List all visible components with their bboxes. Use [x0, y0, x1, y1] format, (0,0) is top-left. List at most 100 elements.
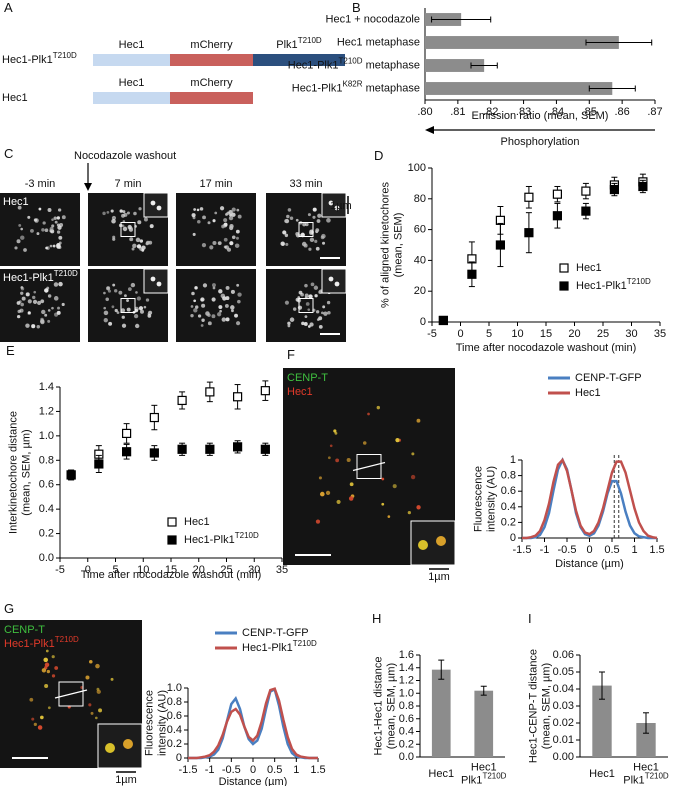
- kinetochore: [212, 283, 216, 288]
- kinetochore: [112, 235, 116, 239]
- kinetochore: [57, 208, 62, 212]
- kinetochore: [126, 211, 130, 215]
- bar: [474, 690, 494, 757]
- kinetochore: [229, 225, 234, 231]
- x-tick-label: 25: [597, 328, 609, 340]
- kinetochore: [305, 222, 309, 227]
- kinetochore: [376, 405, 381, 410]
- kinetochore: [20, 302, 24, 307]
- kinetochore: [325, 490, 331, 495]
- panel-label: E: [6, 343, 15, 358]
- kinetochore: [201, 303, 206, 308]
- kinetochore: [230, 305, 235, 310]
- marker: [94, 459, 104, 469]
- kinetochore: [282, 230, 287, 235]
- kinetochore: [235, 236, 239, 240]
- x-tick-label: Hec1: [589, 768, 615, 780]
- domain: [93, 92, 170, 104]
- kinetochore: [223, 222, 228, 227]
- kinetochore: [103, 291, 106, 295]
- kinetochore: [287, 324, 291, 328]
- inset-dot: [156, 205, 162, 211]
- x-axis-label: Distance (µm): [219, 776, 288, 786]
- kinetochore: [235, 321, 241, 326]
- kinetochore: [309, 322, 314, 327]
- kinetochore: [392, 484, 397, 489]
- kinetochore: [126, 307, 131, 312]
- inset-dot: [328, 200, 334, 206]
- kinetochore: [237, 214, 242, 219]
- kinetochore: [33, 290, 37, 294]
- kinetochore: [45, 246, 48, 250]
- category-label: Hec1-Plk1K82R metaphase: [292, 80, 420, 95]
- kinetochore: [193, 208, 197, 211]
- kinetochore: [224, 303, 229, 308]
- kinetochore: [395, 438, 400, 443]
- row-label: Hec1: [3, 196, 29, 208]
- kinetochore: [17, 205, 22, 210]
- marker: [495, 240, 505, 250]
- kinetochore: [25, 292, 30, 297]
- kinetochore: [47, 309, 51, 312]
- arrow-head: [425, 126, 434, 134]
- x-axis-label: Time after nocodazole washout (min): [81, 569, 262, 581]
- annotation: Nocodazole washout: [74, 150, 176, 162]
- kinetochore: [30, 228, 34, 233]
- channel-label: CENP-T: [4, 624, 45, 636]
- kinetochore: [131, 247, 135, 251]
- x-tick-label: .86: [614, 106, 629, 118]
- kinetochore: [51, 224, 55, 228]
- y-tick-label: 0: [176, 752, 182, 764]
- kinetochore: [314, 294, 318, 298]
- kinetochore: [33, 218, 38, 222]
- kinetochore: [20, 291, 24, 295]
- kinetochore: [138, 207, 142, 211]
- kinetochore: [315, 246, 320, 251]
- kinetochore: [149, 224, 154, 229]
- error-bar: [431, 16, 492, 23]
- kinetochore: [137, 220, 142, 225]
- kinetochore: [237, 292, 242, 297]
- kinetochore: [43, 657, 48, 663]
- kinetochore: [51, 655, 55, 659]
- marker: [121, 447, 132, 457]
- x-tick-label: .87: [647, 106, 662, 118]
- category-label: Hec1-Plk1T210D metaphase: [288, 57, 420, 72]
- kinetochore: [367, 412, 370, 416]
- column-label: -3 min: [25, 178, 56, 190]
- kinetochore: [190, 305, 194, 308]
- kinetochore: [108, 321, 113, 326]
- inset: [410, 520, 456, 566]
- kinetochore: [105, 297, 110, 302]
- kinetochore: [218, 289, 223, 294]
- arrow-head: [84, 183, 92, 191]
- kinetochore: [225, 212, 228, 216]
- legend-label: CENP-T-GFP: [242, 627, 309, 639]
- kinetochore: [209, 245, 214, 250]
- kinetochore: [192, 216, 196, 220]
- kinetochore: [20, 287, 25, 291]
- kinetochore: [49, 244, 53, 248]
- kinetochore: [56, 216, 61, 220]
- kinetochore: [14, 246, 18, 250]
- kinetochore: [289, 216, 294, 220]
- kinetochore: [114, 289, 118, 293]
- kinetochore: [44, 683, 49, 688]
- kinetochore: [333, 429, 337, 433]
- kinetochore: [17, 309, 21, 314]
- kinetochore: [222, 296, 227, 301]
- domain: [93, 54, 170, 66]
- micrograph: [0, 193, 80, 266]
- error-bar: [599, 671, 605, 700]
- domain-label: Hec1: [119, 39, 145, 51]
- y-tick-label: 0.00: [553, 751, 574, 763]
- column-label: 7 min: [115, 178, 142, 190]
- kinetochore: [292, 307, 297, 311]
- kinetochore: [114, 308, 118, 313]
- kinetochore: [202, 215, 206, 220]
- micrograph: [176, 269, 256, 342]
- x-tick-label: 0.5: [604, 544, 619, 556]
- kinetochore: [44, 313, 48, 317]
- kinetochore: [191, 291, 195, 296]
